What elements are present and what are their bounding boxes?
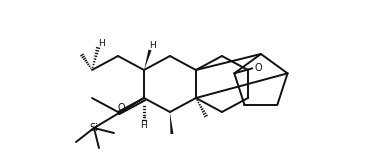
Text: O: O	[117, 103, 125, 113]
Polygon shape	[144, 49, 151, 70]
Text: Si: Si	[89, 123, 98, 133]
Text: H: H	[98, 39, 104, 47]
Text: O: O	[254, 63, 262, 73]
Text: H: H	[150, 41, 156, 49]
Text: H: H	[141, 121, 147, 129]
Polygon shape	[170, 112, 174, 134]
